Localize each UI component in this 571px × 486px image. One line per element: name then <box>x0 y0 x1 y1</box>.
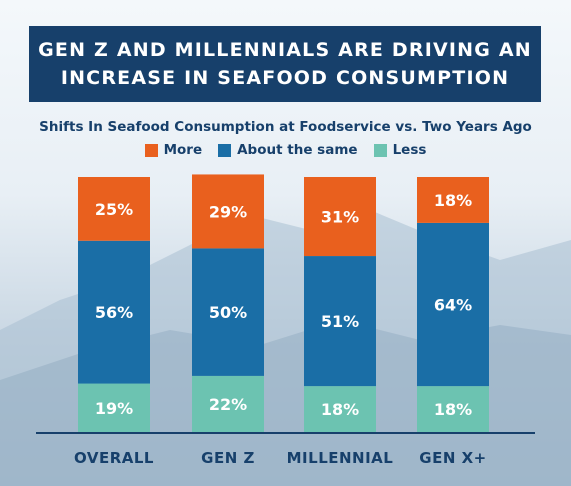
bar-gen-z-about-the-same <box>192 248 264 376</box>
legend-swatch-about-the-same <box>218 143 232 157</box>
data-label-overall-more: 25% <box>95 200 133 219</box>
chart-title: Shifts In Seafood Consumption at Foodser… <box>39 119 532 135</box>
bar-gen-z-more <box>192 174 264 249</box>
legend-label-more: More <box>163 142 203 158</box>
bar-gen-z-less <box>192 375 264 432</box>
category-label-millennial: MILLENNIAL <box>287 449 394 467</box>
data-label-gen-z-more: 29% <box>209 202 247 221</box>
data-label-overall-about-the-same: 56% <box>95 303 133 322</box>
bar-millennial-less <box>304 386 376 432</box>
data-label-gen-x-about-the-same: 64% <box>434 296 472 315</box>
bar-overall-more <box>78 177 150 241</box>
banner-title-line-2: INCREASE IN SEAFOOD CONSUMPTION <box>60 67 510 89</box>
chart-legend: More About the same Less <box>0 142 571 158</box>
bar-gen-x-about-the-same <box>417 222 489 387</box>
legend-item-more: More <box>144 142 203 158</box>
category-label-gen-x: GEN X+ <box>419 449 486 467</box>
banner-title-line-1: GEN Z AND MILLENNIALS ARE DRIVING AN <box>38 39 532 61</box>
data-label-millennial-less: 18% <box>321 400 359 419</box>
bar-overall-about-the-same <box>78 240 150 384</box>
data-label-millennial-about-the-same: 51% <box>321 312 359 331</box>
legend-swatch-less <box>373 143 387 157</box>
category-label-gen-z: GEN Z <box>201 449 255 467</box>
data-label-gen-x-less: 18% <box>434 400 472 419</box>
data-label-gen-x-more: 18% <box>434 191 472 210</box>
bar-gen-x-less <box>417 386 489 432</box>
legend-item-less: Less <box>373 142 427 158</box>
data-label-gen-z-less: 22% <box>209 395 247 414</box>
bar-millennial-about-the-same <box>304 256 376 387</box>
bar-overall-less <box>78 383 150 432</box>
legend-item-about-the-same: About the same <box>218 142 358 158</box>
category-label-overall: OVERALL <box>74 449 154 467</box>
bar-gen-x-more <box>417 177 489 223</box>
legend-label-about-the-same: About the same <box>237 142 358 158</box>
bar-millennial-more <box>304 177 376 257</box>
legend-label-less: Less <box>392 142 427 158</box>
legend-swatch-more <box>144 143 158 157</box>
data-label-gen-z-about-the-same: 50% <box>209 303 247 322</box>
data-label-millennial-more: 31% <box>321 208 359 227</box>
title-banner: GEN Z AND MILLENNIALS ARE DRIVING AN INC… <box>29 26 541 102</box>
data-label-overall-less: 19% <box>95 399 133 418</box>
